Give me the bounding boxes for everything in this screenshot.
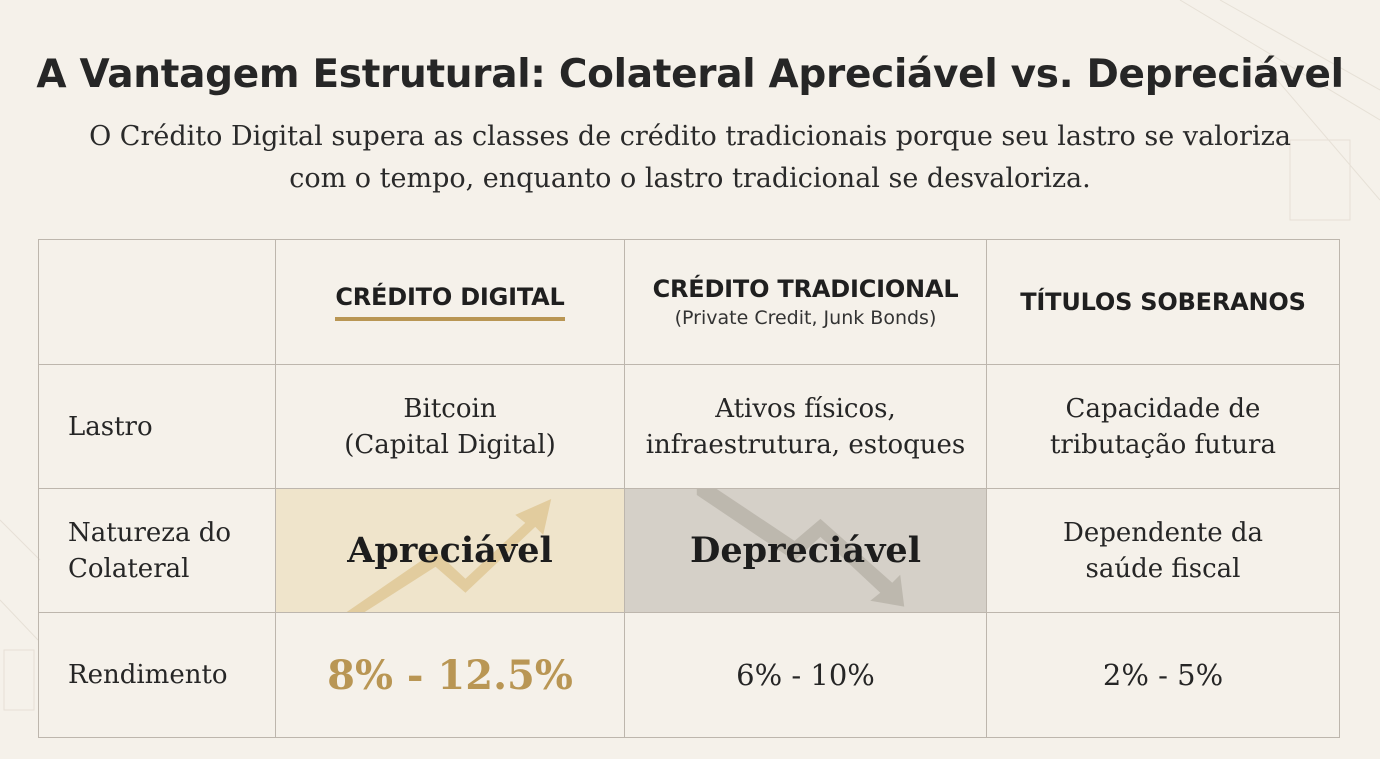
column-header-titulos-soberanos: TÍTULOS SOBERANOS [987,240,1339,365]
header-empty-cell [39,240,276,365]
depreciable-cell: Depreciável [625,489,987,613]
cell-line: Capacidade de [1065,393,1261,424]
yield-value: 6% - 10% [736,658,875,692]
row-label-text: Colateral [68,553,190,584]
page-title: A Vantagem Estrutural: Colateral Apreciá… [36,52,1344,97]
appreciable-cell: Apreciável [276,489,625,613]
yield-cell-traditional: 6% - 10% [625,613,987,737]
column-header-title: CRÉDITO TRADICIONAL [652,275,959,303]
row-label-text: Rendimento [68,660,228,690]
row-label-lastro: Lastro [39,365,276,489]
cell-line: Ativos físicos, [715,393,896,424]
trend-down-arrow-icon [696,489,905,607]
cell-line: (Capital Digital) [344,429,556,460]
appreciable-label: Apreciável [347,530,553,571]
subtitle-line-2: com o tempo, enquanto o lastro tradicion… [289,163,1091,194]
table-cell: Ativos físicos, infraestrutura, estoques [625,365,987,489]
cell-line: Dependente da [1062,517,1264,548]
row-label-text: Natureza do [68,517,232,548]
row-label-text: Lastro [68,411,153,442]
column-header-credito-digital: CRÉDITO DIGITAL [276,240,625,365]
table-cell: Dependente da saúde fiscal [987,489,1339,613]
yield-value-highlight: 8% - 12.5% [327,651,573,699]
cell-line: tributação futura [1049,429,1276,460]
column-header-subtitle: (Private Credit, Junk Bonds) [674,307,937,329]
table-cell: Bitcoin (Capital Digital) [276,365,625,489]
column-header-title: CRÉDITO DIGITAL [335,283,565,321]
subtitle-line-1: O Crédito Digital supera as classes de c… [89,121,1291,152]
column-header-title: TÍTULOS SOBERANOS [1020,288,1306,316]
row-label-rendimento: Rendimento [39,613,276,737]
trend-up-arrow-icon [346,498,552,612]
row-label-natureza: Natureza do Colateral [39,489,276,613]
page-subtitle: O Crédito Digital supera as classes de c… [60,116,1320,200]
cell-line: saúde fiscal [1085,553,1241,584]
yield-cell-sovereign: 2% - 5% [987,613,1339,737]
yield-value: 2% - 5% [1102,658,1224,692]
cell-line: Bitcoin [403,393,497,424]
depreciable-label: Depreciável [690,530,921,571]
comparison-table: CRÉDITO DIGITAL CRÉDITO TRADICIONAL (Pri… [38,239,1340,738]
column-header-credito-tradicional: CRÉDITO TRADICIONAL (Private Credit, Jun… [625,240,987,365]
table-cell: Capacidade de tributação futura [987,365,1339,489]
cell-line: infraestrutura, estoques [645,429,966,460]
yield-cell-digital: 8% - 12.5% [276,613,625,737]
